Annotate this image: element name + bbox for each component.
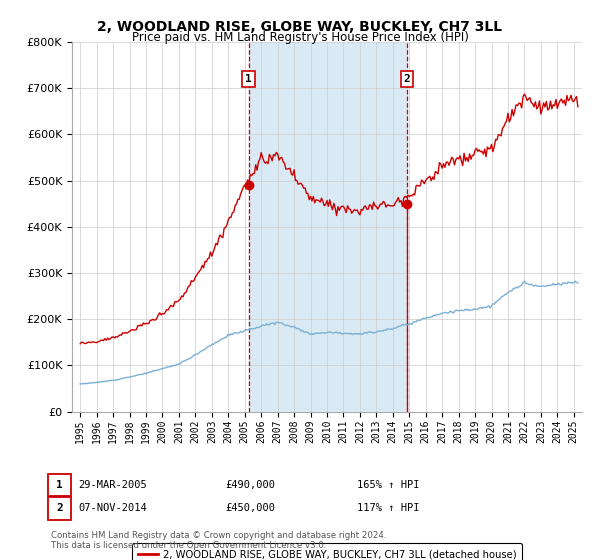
Text: 117% ↑ HPI: 117% ↑ HPI (357, 503, 419, 514)
Text: 1: 1 (245, 74, 252, 84)
Text: 2, WOODLAND RISE, GLOBE WAY, BUCKLEY, CH7 3LL: 2, WOODLAND RISE, GLOBE WAY, BUCKLEY, CH… (97, 20, 503, 34)
Text: 165% ↑ HPI: 165% ↑ HPI (357, 480, 419, 490)
Legend: 2, WOODLAND RISE, GLOBE WAY, BUCKLEY, CH7 3LL (detached house), HPI: Average pri: 2, WOODLAND RISE, GLOBE WAY, BUCKLEY, CH… (131, 543, 523, 560)
Text: Contains HM Land Registry data © Crown copyright and database right 2024.
This d: Contains HM Land Registry data © Crown c… (51, 531, 386, 550)
Text: 07-NOV-2014: 07-NOV-2014 (78, 503, 147, 514)
Text: £490,000: £490,000 (225, 480, 275, 490)
Text: 29-MAR-2005: 29-MAR-2005 (78, 480, 147, 490)
Text: £450,000: £450,000 (225, 503, 275, 514)
Text: 1: 1 (56, 480, 63, 490)
Text: 2: 2 (56, 503, 63, 514)
Bar (248, 42, 407, 412)
Text: Price paid vs. HM Land Registry's House Price Index (HPI): Price paid vs. HM Land Registry's House … (131, 31, 469, 44)
Text: 2: 2 (403, 74, 410, 84)
